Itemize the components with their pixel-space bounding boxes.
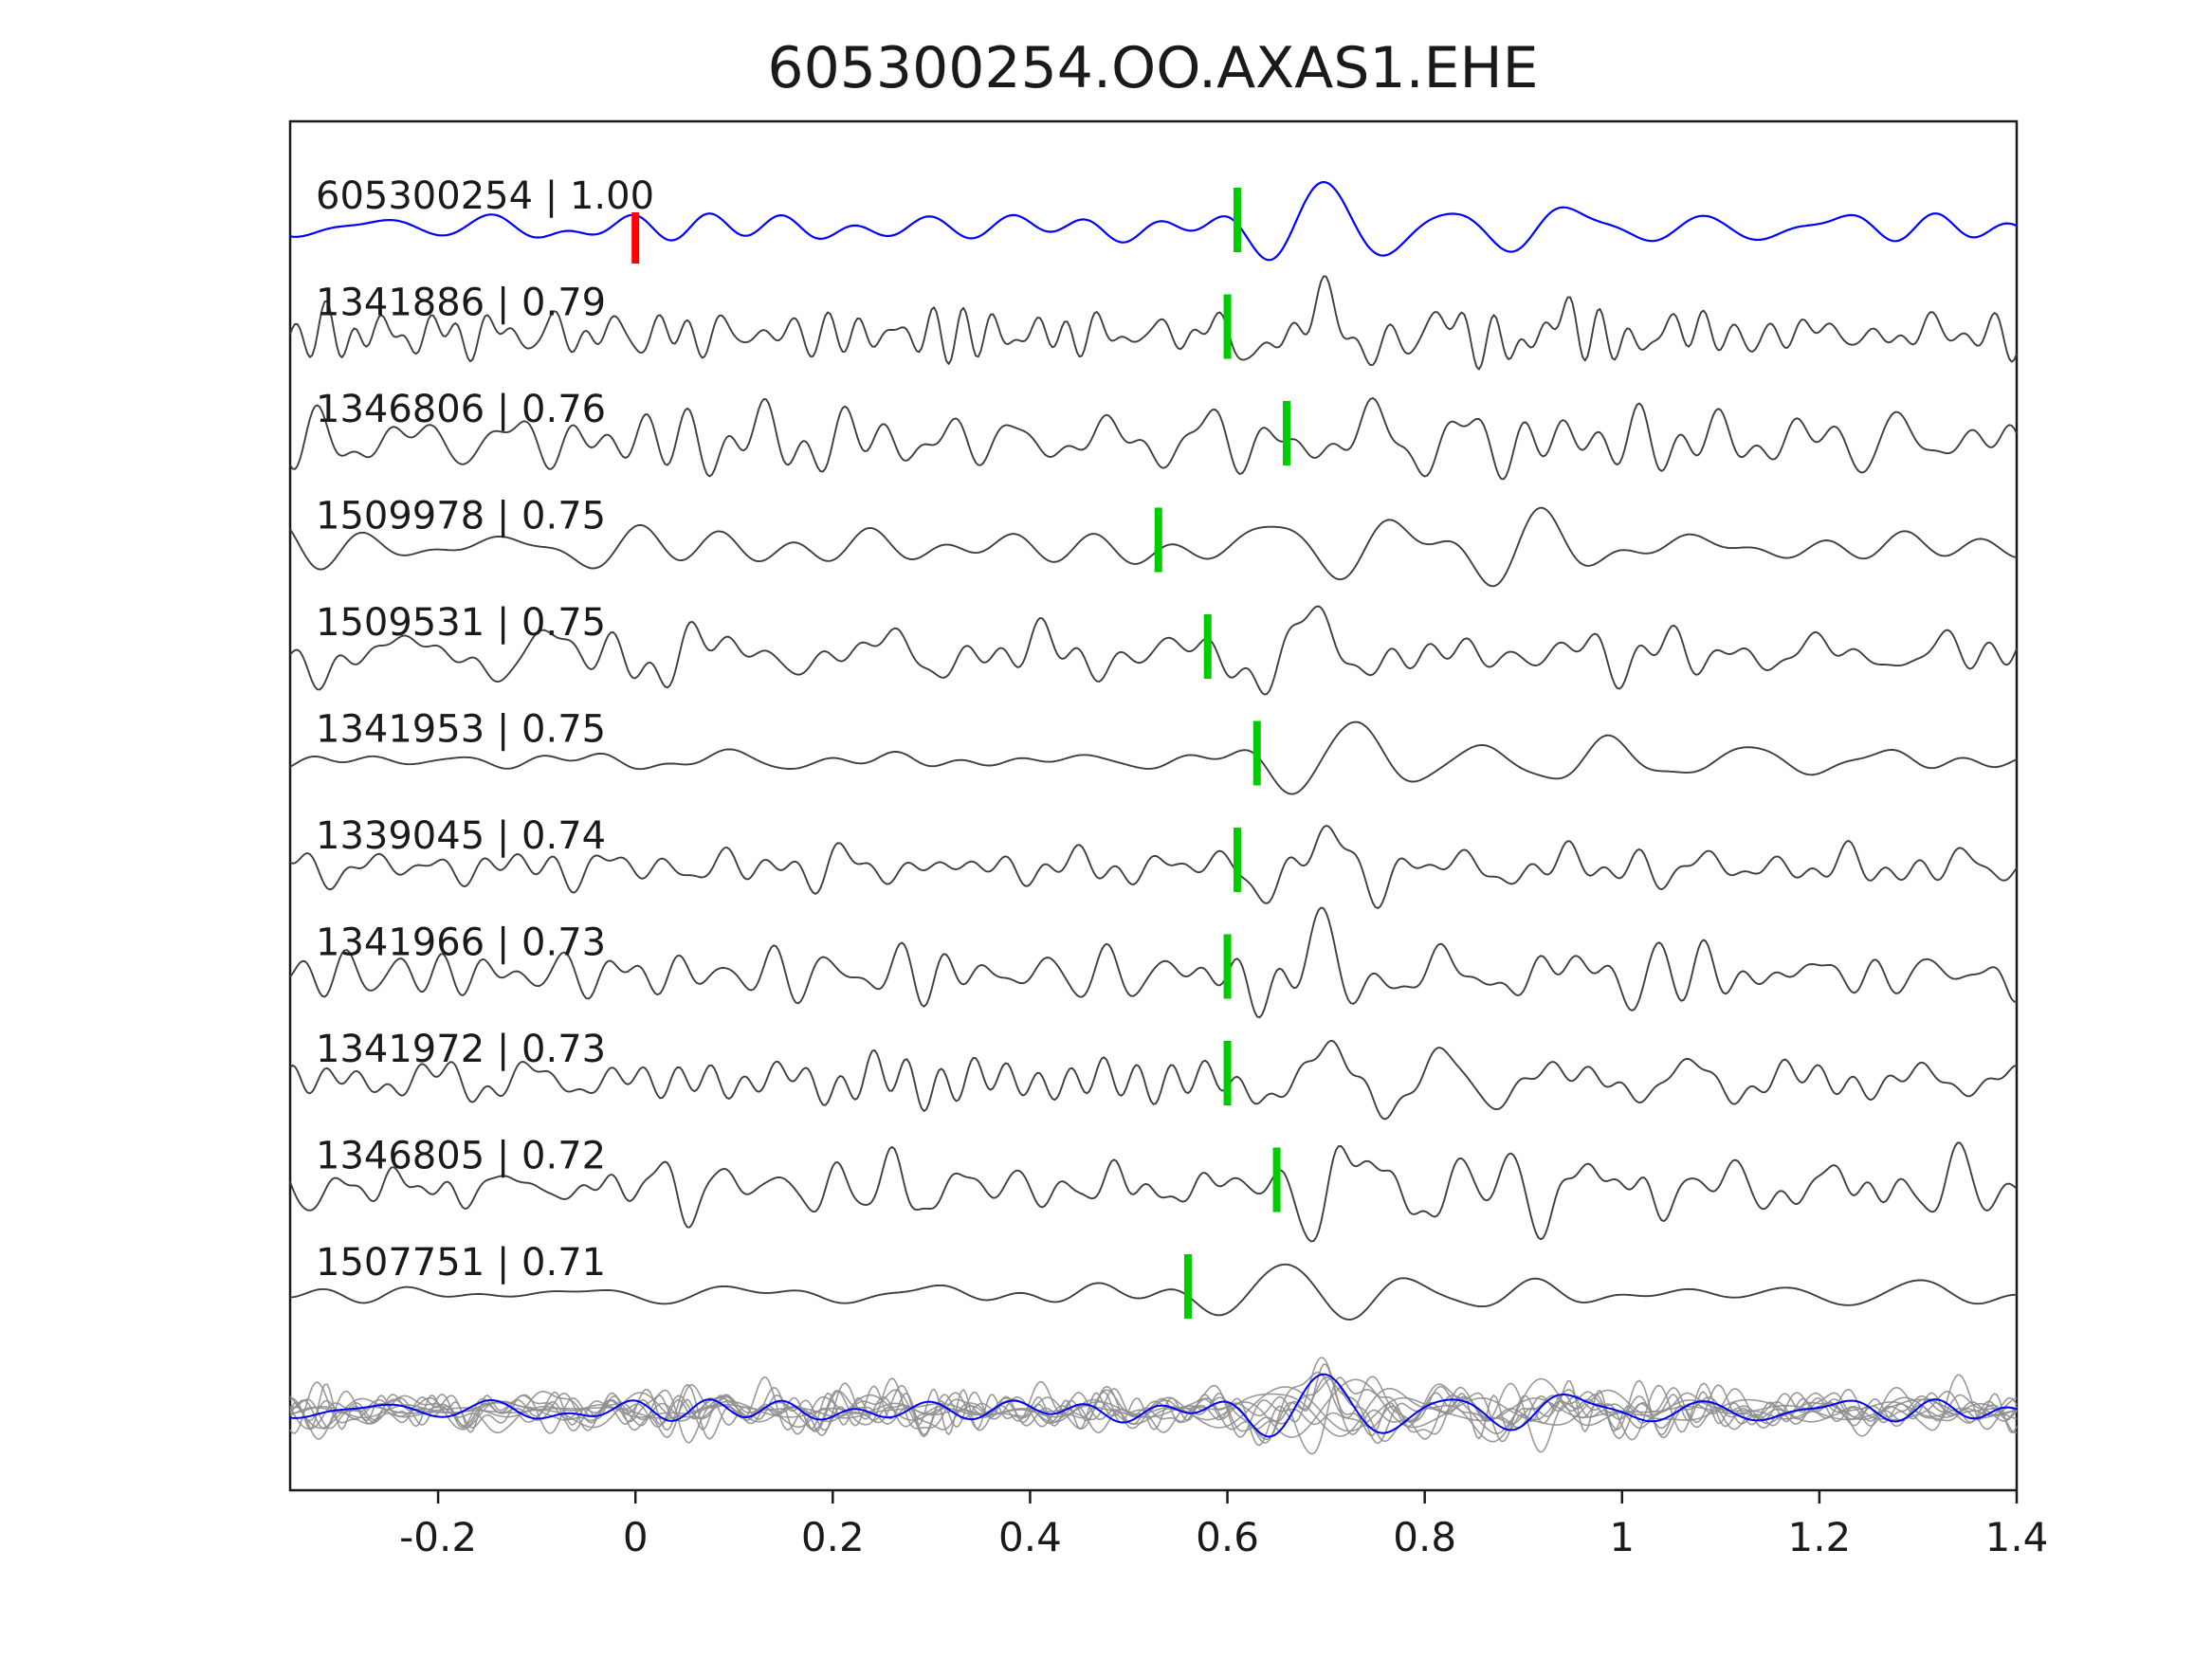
trace-label-1341972: 1341972 | 0.73 (316, 1028, 606, 1071)
trace-label-1346806: 1346806 | 0.76 (316, 388, 606, 431)
overlay-trace-1339045 (289, 1376, 2018, 1445)
x-tick-label-6: 1 (1609, 1514, 1635, 1560)
x-tick-label-8: 1.4 (1985, 1514, 2049, 1560)
x-tick-label-0: -0.2 (399, 1514, 477, 1560)
trace-label-1507751: 1507751 | 0.71 (316, 1241, 606, 1285)
x-tick-label-7: 1.2 (1787, 1514, 1851, 1560)
trace-line-1339045 (289, 825, 2018, 909)
trace-label-1509531: 1509531 | 0.75 (316, 601, 606, 645)
overlay-trace-605300254 (289, 1373, 2018, 1438)
plot-border (288, 119, 2019, 1492)
x-tick-label-4: 0.6 (1196, 1514, 1259, 1560)
trace-label-1509978: 1509978 | 0.75 (316, 495, 606, 538)
trace-line-1509978 (289, 506, 2018, 588)
trace-line-1341972 (289, 1039, 2018, 1121)
figure-title: 605300254.OO.AXAS1.EHE (767, 35, 1538, 101)
x-tick-label-3: 0.4 (998, 1514, 1062, 1560)
overlay-trace-1341972 (289, 1377, 2018, 1443)
overlay-trace-1346805 (289, 1374, 2018, 1455)
trace-line-1341886 (289, 275, 2018, 371)
trace-line-1341966 (289, 906, 2018, 1019)
trace-line-605300254 (289, 180, 2018, 262)
trace-line-1346806 (289, 397, 2018, 481)
trace-label-605300254: 605300254 | 1.00 (316, 174, 654, 218)
trace-label-1341966: 1341966 | 0.73 (316, 921, 606, 965)
trace-label-1346805: 1346805 | 0.72 (316, 1135, 606, 1178)
trace-line-1509531 (289, 605, 2018, 696)
trace-label-1339045: 1339045 | 0.74 (316, 814, 606, 858)
overlay-trace-1346806 (289, 1376, 2018, 1443)
x-tick-label-1: 0 (623, 1514, 649, 1560)
overlay-trace-1507751 (289, 1386, 2018, 1432)
overlay-trace-1341953 (289, 1378, 2018, 1438)
x-tick-label-5: 0.8 (1393, 1514, 1456, 1560)
trace-line-1346805 (289, 1141, 2018, 1243)
trace-label-1341886: 1341886 | 0.79 (316, 282, 606, 325)
trace-line-1507751 (289, 1263, 2017, 1321)
trace-line-1341953 (289, 720, 2018, 795)
trace-label-1341953: 1341953 | 0.75 (316, 708, 606, 752)
x-tick-label-2: 0.2 (801, 1514, 865, 1560)
